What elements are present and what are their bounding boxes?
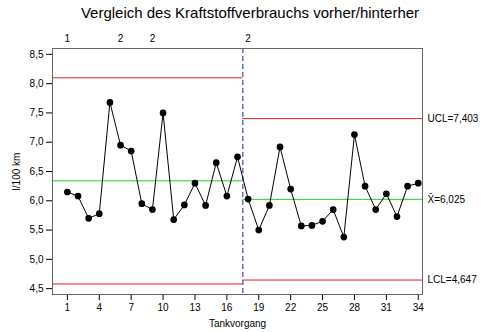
svg-text:l/100 km: l/100 km	[11, 153, 22, 191]
svg-text:2: 2	[150, 33, 156, 44]
svg-text:10: 10	[158, 302, 170, 313]
svg-text:UCL=7,403: UCL=7,403	[428, 113, 479, 124]
svg-text:LCL=4,647: LCL=4,647	[428, 274, 478, 285]
svg-text:7: 7	[128, 302, 134, 313]
svg-text:7,0: 7,0	[30, 136, 44, 147]
svg-text:19: 19	[253, 302, 265, 313]
svg-text:5,0: 5,0	[30, 254, 44, 265]
svg-text:7,5: 7,5	[30, 107, 44, 118]
svg-text:25: 25	[317, 302, 329, 313]
svg-text:6,0: 6,0	[30, 195, 44, 206]
svg-text:5,5: 5,5	[30, 224, 44, 235]
svg-text:6,5: 6,5	[30, 166, 44, 177]
svg-text:1: 1	[65, 302, 71, 313]
svg-text:28: 28	[349, 302, 361, 313]
html-text:Vergleich des Kraftstoffverbra: Vergleich des Kraftstoffverbrauchs vorhe…	[80, 4, 420, 21]
svg-text:8,5: 8,5	[30, 49, 44, 60]
svg-text:22: 22	[285, 302, 297, 313]
svg-text:Tankvorgang: Tankvorgang	[209, 318, 266, 329]
svg-text:4,5: 4,5	[30, 283, 44, 294]
svg-text:4: 4	[97, 302, 103, 313]
svg-text:34: 34	[413, 302, 425, 313]
svg-text:16: 16	[221, 302, 233, 313]
svg-text:X̄=6,025: X̄=6,025	[428, 193, 466, 205]
svg-text:8,0: 8,0	[30, 78, 44, 89]
svg-text:1: 1	[65, 33, 71, 44]
svg-text:31: 31	[381, 302, 393, 313]
svg-text:2: 2	[118, 33, 124, 44]
svg-text:13: 13	[189, 302, 201, 313]
svg-text:2: 2	[245, 33, 251, 44]
